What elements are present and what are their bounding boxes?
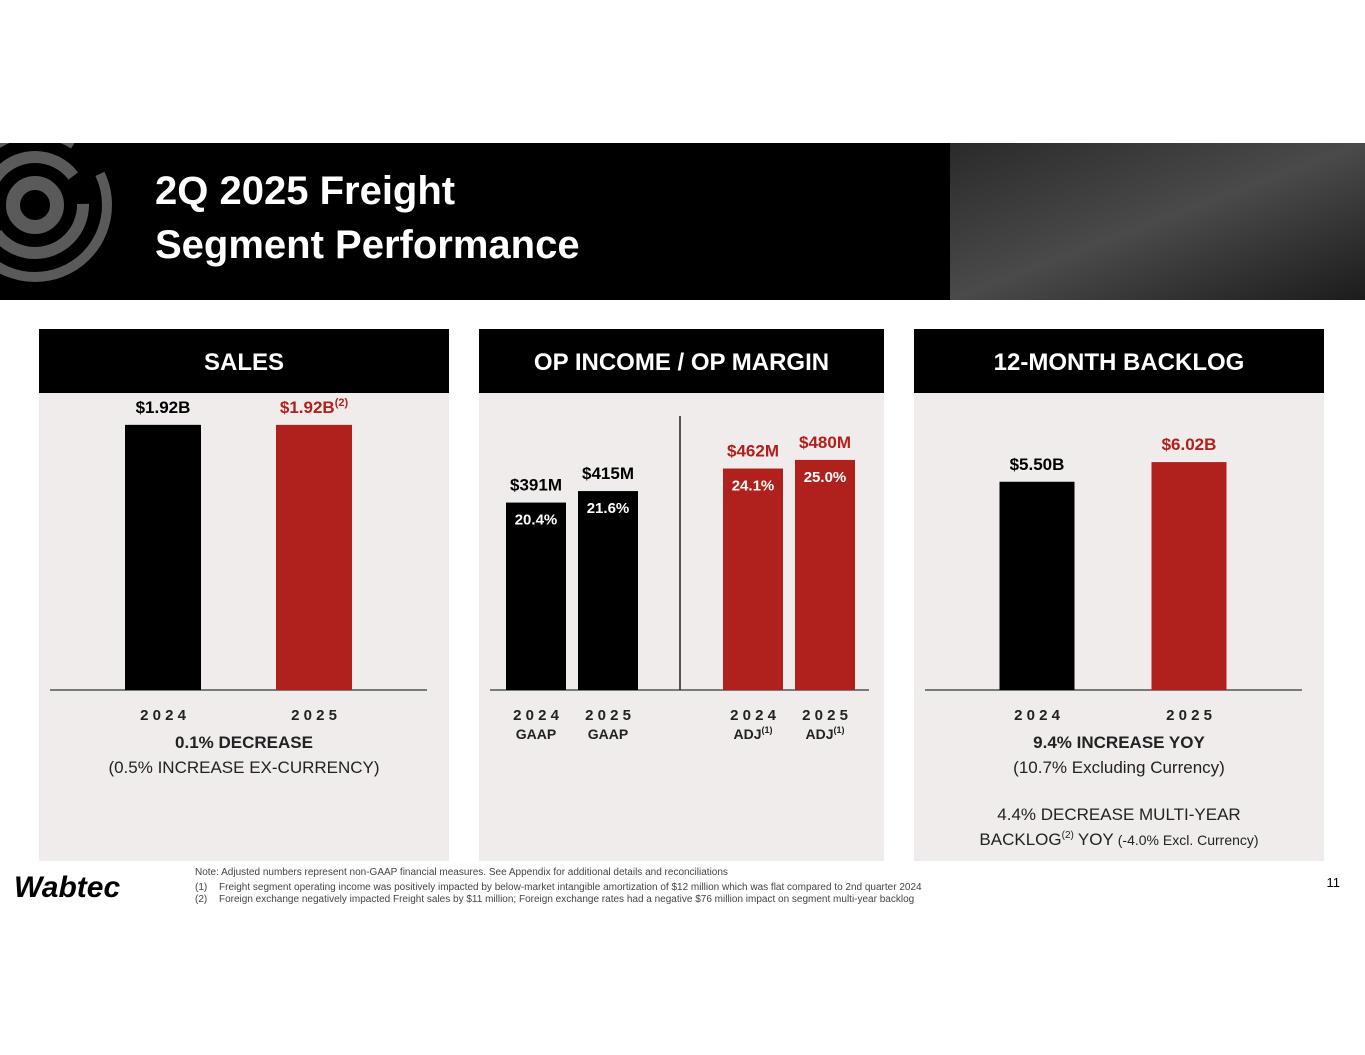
panel-title: 12-MONTH BACKLOG xyxy=(994,349,1245,376)
value-label-text: $415M xyxy=(582,464,634,483)
value-label-text: $1.92B xyxy=(280,398,335,417)
value-label-text: $480M xyxy=(799,433,851,452)
value-label-text: $462M xyxy=(727,442,779,461)
annotation-part: YOY xyxy=(1078,830,1114,849)
value-label-text: $391M xyxy=(510,476,562,495)
x-sublabel-text: ADJ xyxy=(805,726,833,742)
footnote-ref: (1) xyxy=(762,725,773,735)
footnote: Note: Adjusted numbers represent non-GAA… xyxy=(195,867,728,878)
page-number: 11 xyxy=(1327,875,1341,890)
annotation: BACKLOG(2) YOY (-4.0% Excl. Currency) xyxy=(979,830,1258,849)
panel-body xyxy=(914,393,1324,861)
value-label: $391M xyxy=(510,476,562,495)
margin-label: 20.4% xyxy=(515,512,558,529)
value-label-text: $6.02B xyxy=(1162,435,1217,454)
x-tick-label: 2 0 2 5 xyxy=(1166,707,1212,724)
annotation: (10.7% Excluding Currency) xyxy=(1013,758,1225,777)
footnote-marker: (1) xyxy=(195,882,207,893)
value-label: $415M xyxy=(582,464,634,483)
value-label-text: $5.50B xyxy=(1010,455,1065,474)
annotation: 9.4% INCREASE YOY xyxy=(1033,733,1205,752)
annotation-part: BACKLOG xyxy=(979,830,1061,849)
footnote-ref: (1) xyxy=(834,725,845,735)
slide-title: 2Q 2025 Freight xyxy=(155,169,455,213)
x-sublabel-text: ADJ xyxy=(733,726,761,742)
x-sublabel: ADJ(1) xyxy=(733,725,772,742)
footnote-ref: (2) xyxy=(335,397,349,409)
panel-header xyxy=(479,329,884,393)
x-sublabel-text: GAAP xyxy=(588,726,628,742)
bar xyxy=(723,468,783,690)
annotation-part: (2) xyxy=(1062,830,1074,841)
bar xyxy=(795,459,855,690)
value-label: $1.92B xyxy=(136,398,191,417)
value-label: $480M xyxy=(799,433,851,452)
panel-body xyxy=(39,393,449,861)
bar xyxy=(125,424,201,690)
value-label-text: $1.92B xyxy=(136,398,191,417)
x-sublabel: GAAP xyxy=(516,726,556,742)
value-label: $1.92B(2) xyxy=(280,397,349,417)
footnote: Freight segment operating income was pos… xyxy=(219,882,922,893)
footnote-marker: (2) xyxy=(195,894,207,905)
annotation: (0.5% INCREASE EX-CURRENCY) xyxy=(108,758,379,777)
margin-label: 24.1% xyxy=(732,478,775,495)
x-sublabel: GAAP xyxy=(588,726,628,742)
header-logo-mark xyxy=(0,143,112,282)
panel-title: SALES xyxy=(204,349,284,376)
slide-title: Segment Performance xyxy=(155,223,580,267)
annotation: 4.4% DECREASE MULTI-YEAR xyxy=(997,805,1240,824)
value-label: $6.02B xyxy=(1162,435,1217,454)
bar xyxy=(999,481,1075,690)
footnote: Foreign exchange negatively impacted Fre… xyxy=(219,894,914,905)
x-tick-label: 2 0 2 4 xyxy=(140,707,187,724)
panel-header xyxy=(39,329,449,393)
x-tick-label: 2 0 2 5 xyxy=(585,707,631,724)
x-tick-label: 2 0 2 4 xyxy=(730,707,777,724)
x-sublabel: ADJ(1) xyxy=(805,725,844,742)
annotation: 0.1% DECREASE xyxy=(175,733,313,752)
bar xyxy=(1151,462,1227,690)
margin-label: 21.6% xyxy=(587,500,630,517)
bar xyxy=(276,424,352,690)
bar xyxy=(578,491,638,690)
logo: Wabtec xyxy=(14,871,120,904)
margin-label: 25.0% xyxy=(804,469,847,486)
value-label: $5.50B xyxy=(1010,455,1065,474)
x-tick-label: 2 0 2 5 xyxy=(802,707,848,724)
x-tick-label: 2 0 2 4 xyxy=(513,707,560,724)
annotation-part: (-4.0% Excl. Currency) xyxy=(1118,832,1259,848)
x-tick-label: 2 0 2 4 xyxy=(1014,707,1061,724)
value-label: $462M xyxy=(727,442,779,461)
header-image xyxy=(950,143,1365,300)
panel-header xyxy=(914,329,1324,393)
x-sublabel-text: GAAP xyxy=(516,726,556,742)
panel-title: OP INCOME / OP MARGIN xyxy=(534,349,829,376)
bar xyxy=(506,502,566,690)
x-tick-label: 2 0 2 5 xyxy=(291,707,337,724)
